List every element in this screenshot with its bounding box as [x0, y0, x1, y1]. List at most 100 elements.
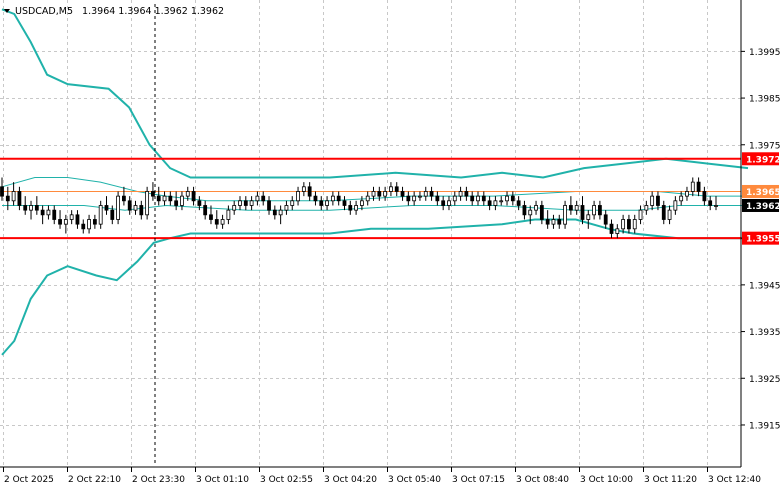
candle [679, 191, 684, 206]
time-tick-label: 3 Oct 04:20 [324, 475, 377, 485]
candle [23, 196, 28, 215]
candle-body [261, 195, 266, 202]
candle [638, 205, 643, 225]
candle [284, 200, 289, 215]
candle [151, 182, 155, 201]
level-tag-bg [742, 152, 779, 166]
candle-body [267, 200, 271, 211]
level-tag: 1.3965 [742, 184, 781, 198]
candle [17, 186, 22, 211]
candle [603, 210, 608, 229]
candle [34, 196, 39, 215]
candle [400, 186, 405, 201]
candle-body [209, 214, 213, 220]
candle [127, 196, 132, 215]
level-tag-label: 1.3955 [746, 235, 781, 245]
candle-body [383, 191, 388, 197]
candle-body [0, 186, 4, 197]
candle-body [534, 205, 538, 211]
candle-body [493, 200, 498, 206]
candle [528, 205, 533, 225]
candle-body [470, 195, 475, 202]
candle [238, 196, 242, 211]
candle-body [598, 205, 602, 216]
candle-body [290, 200, 295, 206]
candle [191, 186, 196, 206]
time-tick-label: 3 Oct 11:20 [644, 475, 697, 485]
chevron-down-icon[interactable] [4, 9, 10, 13]
price-tags: 1.3972 1.3955 1.3965 1.3962 [742, 152, 781, 245]
candle-body [458, 191, 463, 197]
candle [557, 214, 562, 229]
band-upper-outer [1, 8, 749, 179]
candle-body [487, 200, 492, 206]
candle [383, 186, 388, 201]
candle-body [40, 209, 45, 216]
level-tag-bg [742, 231, 779, 245]
candle [313, 191, 318, 206]
candle [354, 200, 358, 215]
band-lower-inner [2, 204, 748, 211]
candle [690, 177, 695, 197]
time-tick-label: 3 Oct 02:55 [260, 475, 313, 485]
candle [29, 200, 33, 220]
candle [714, 196, 718, 211]
candle-body [481, 195, 486, 202]
level-tag-bg [742, 184, 779, 198]
candle [360, 196, 364, 211]
time-tick-label: 3 Oct 10:00 [580, 475, 633, 485]
candle [296, 186, 300, 206]
candle [539, 200, 544, 225]
symbol-label: USDCAD,M5 [15, 6, 73, 17]
candle-body [418, 195, 422, 198]
candle [609, 219, 614, 239]
candle [702, 186, 707, 206]
candle [481, 191, 486, 206]
indicator-bands [1, 8, 749, 356]
candle [249, 196, 254, 211]
candle-body [685, 191, 689, 197]
candle-body [139, 205, 144, 216]
candle-body [580, 205, 585, 220]
candle-body [429, 191, 434, 197]
candle-body [104, 205, 109, 211]
candle [75, 210, 80, 229]
candle [267, 196, 271, 215]
candle [232, 200, 237, 215]
candle [168, 191, 173, 206]
candle [98, 200, 103, 229]
candle-body [116, 195, 120, 220]
time-tick-label: 3 Oct 05:40 [388, 475, 441, 485]
candle-body [586, 214, 591, 220]
candle-body [168, 195, 173, 202]
candle-body [679, 195, 684, 202]
candle-body [180, 195, 184, 206]
candle [220, 214, 225, 229]
candle-body [238, 200, 242, 206]
candle [325, 196, 329, 211]
candle [522, 200, 527, 220]
time-axis: 2 Oct 2025 2 Oct 22:10 2 Oct 23:30 3 Oct 01… [3, 467, 761, 485]
candle-body [272, 209, 277, 216]
candle-body [301, 186, 306, 192]
candle [116, 191, 120, 225]
candle-body [284, 205, 289, 211]
candle-body [197, 200, 202, 206]
candle [92, 214, 97, 229]
candle-body [644, 205, 649, 211]
candle-body [29, 205, 33, 211]
candle-body [505, 195, 509, 202]
candle [180, 191, 184, 211]
candle-body [203, 205, 208, 216]
candle [371, 186, 376, 201]
candle-body [75, 214, 80, 225]
candle-body [452, 195, 457, 202]
candle-body [156, 195, 161, 202]
candle [685, 186, 689, 201]
candle-body [510, 195, 515, 202]
candle [545, 210, 550, 229]
price-tick-label: 1.3975 [749, 141, 781, 151]
candle-body [325, 200, 329, 206]
candle-body [667, 209, 672, 220]
candle-body [23, 205, 28, 211]
